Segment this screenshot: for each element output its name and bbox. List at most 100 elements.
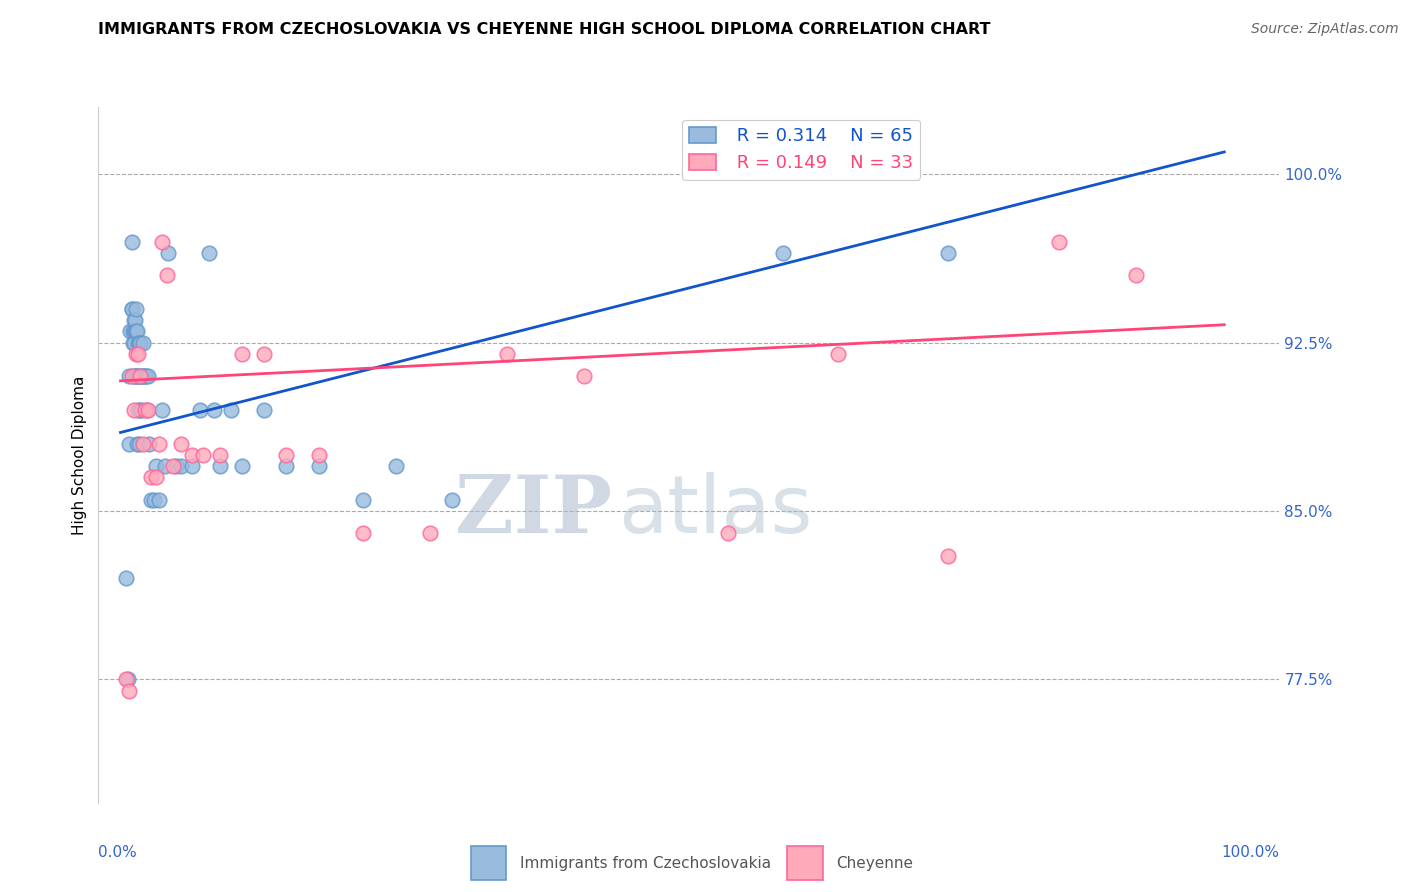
Point: [772, 246, 794, 260]
Text: Source: ZipAtlas.com: Source: ZipAtlas.com: [1251, 22, 1399, 37]
Point: [121, 325, 143, 339]
Point: [936, 549, 959, 563]
Point: [128, 436, 150, 450]
Point: [156, 246, 179, 260]
Point: [170, 459, 193, 474]
Point: [1125, 268, 1147, 283]
Point: [219, 403, 242, 417]
Point: [125, 325, 148, 339]
Point: [352, 526, 374, 541]
Point: [156, 268, 179, 283]
Point: [121, 369, 143, 384]
Point: [118, 369, 141, 384]
Bar: [787, 846, 823, 880]
Point: [122, 313, 145, 327]
Point: [132, 369, 155, 384]
Point: [127, 335, 149, 350]
Point: [138, 436, 160, 450]
Point: [231, 347, 253, 361]
Point: [145, 470, 167, 484]
Point: [188, 403, 211, 417]
Point: [253, 403, 276, 417]
Point: [129, 369, 152, 384]
Point: [115, 571, 138, 585]
Point: [124, 369, 146, 384]
Point: [135, 369, 157, 384]
Text: 100.0%: 100.0%: [1222, 845, 1279, 860]
Point: [125, 369, 148, 384]
Point: [145, 459, 167, 474]
Point: [131, 369, 153, 384]
Point: [142, 492, 165, 507]
Point: [131, 436, 153, 450]
Point: [124, 313, 146, 327]
Point: [125, 436, 148, 450]
Point: [716, 526, 738, 541]
Point: [208, 459, 231, 474]
Point: [141, 470, 163, 484]
Point: [152, 403, 174, 417]
Point: [122, 403, 145, 417]
Point: [121, 369, 143, 384]
Point: [131, 403, 153, 417]
Point: [128, 335, 150, 350]
Point: [127, 347, 149, 361]
Point: [231, 459, 253, 474]
Text: Cheyenne: Cheyenne: [837, 855, 914, 871]
Point: [117, 673, 139, 687]
Legend:  R = 0.314    N = 65,  R = 0.149    N = 33: R = 0.314 N = 65, R = 0.149 N = 33: [682, 120, 920, 179]
Point: [495, 347, 517, 361]
Point: [440, 492, 463, 507]
Point: [308, 459, 330, 474]
Point: [129, 403, 152, 417]
Point: [181, 448, 204, 462]
Point: [148, 492, 170, 507]
Point: [308, 448, 330, 462]
Point: [253, 347, 276, 361]
Point: [134, 369, 156, 384]
Point: [572, 369, 595, 384]
Point: [1047, 235, 1070, 249]
Point: [121, 301, 143, 316]
Point: [127, 403, 149, 417]
Point: [198, 246, 221, 260]
Point: [118, 436, 141, 450]
Text: 0.0%: 0.0%: [98, 845, 138, 860]
Point: [134, 403, 156, 417]
Point: [125, 347, 148, 361]
Text: atlas: atlas: [619, 472, 813, 549]
Point: [208, 448, 231, 462]
Point: [181, 459, 204, 474]
Point: [121, 335, 143, 350]
Point: [125, 301, 148, 316]
Point: [120, 325, 142, 339]
Point: [148, 436, 170, 450]
Point: [352, 492, 374, 507]
Point: [131, 369, 153, 384]
Point: [127, 369, 149, 384]
Text: IMMIGRANTS FROM CZECHOSLOVAKIA VS CHEYENNE HIGH SCHOOL DIPLOMA CORRELATION CHART: IMMIGRANTS FROM CZECHOSLOVAKIA VS CHEYEN…: [98, 22, 991, 37]
Point: [170, 436, 193, 450]
Point: [141, 492, 163, 507]
Text: ZIP: ZIP: [456, 472, 612, 549]
Point: [124, 325, 146, 339]
Point: [274, 459, 297, 474]
Point: [385, 459, 408, 474]
Point: [118, 683, 141, 698]
Point: [121, 301, 143, 316]
Point: [115, 673, 138, 687]
Bar: [471, 846, 506, 880]
Point: [129, 335, 152, 350]
Point: [827, 347, 849, 361]
Point: [152, 235, 174, 249]
Point: [125, 369, 148, 384]
Point: [136, 403, 159, 417]
Point: [131, 335, 153, 350]
Point: [129, 369, 152, 384]
Point: [153, 459, 176, 474]
Point: [193, 448, 215, 462]
Point: [121, 235, 143, 249]
Point: [122, 325, 145, 339]
Text: Immigrants from Czechoslovakia: Immigrants from Czechoslovakia: [520, 855, 772, 871]
Y-axis label: High School Diploma: High School Diploma: [72, 376, 87, 534]
